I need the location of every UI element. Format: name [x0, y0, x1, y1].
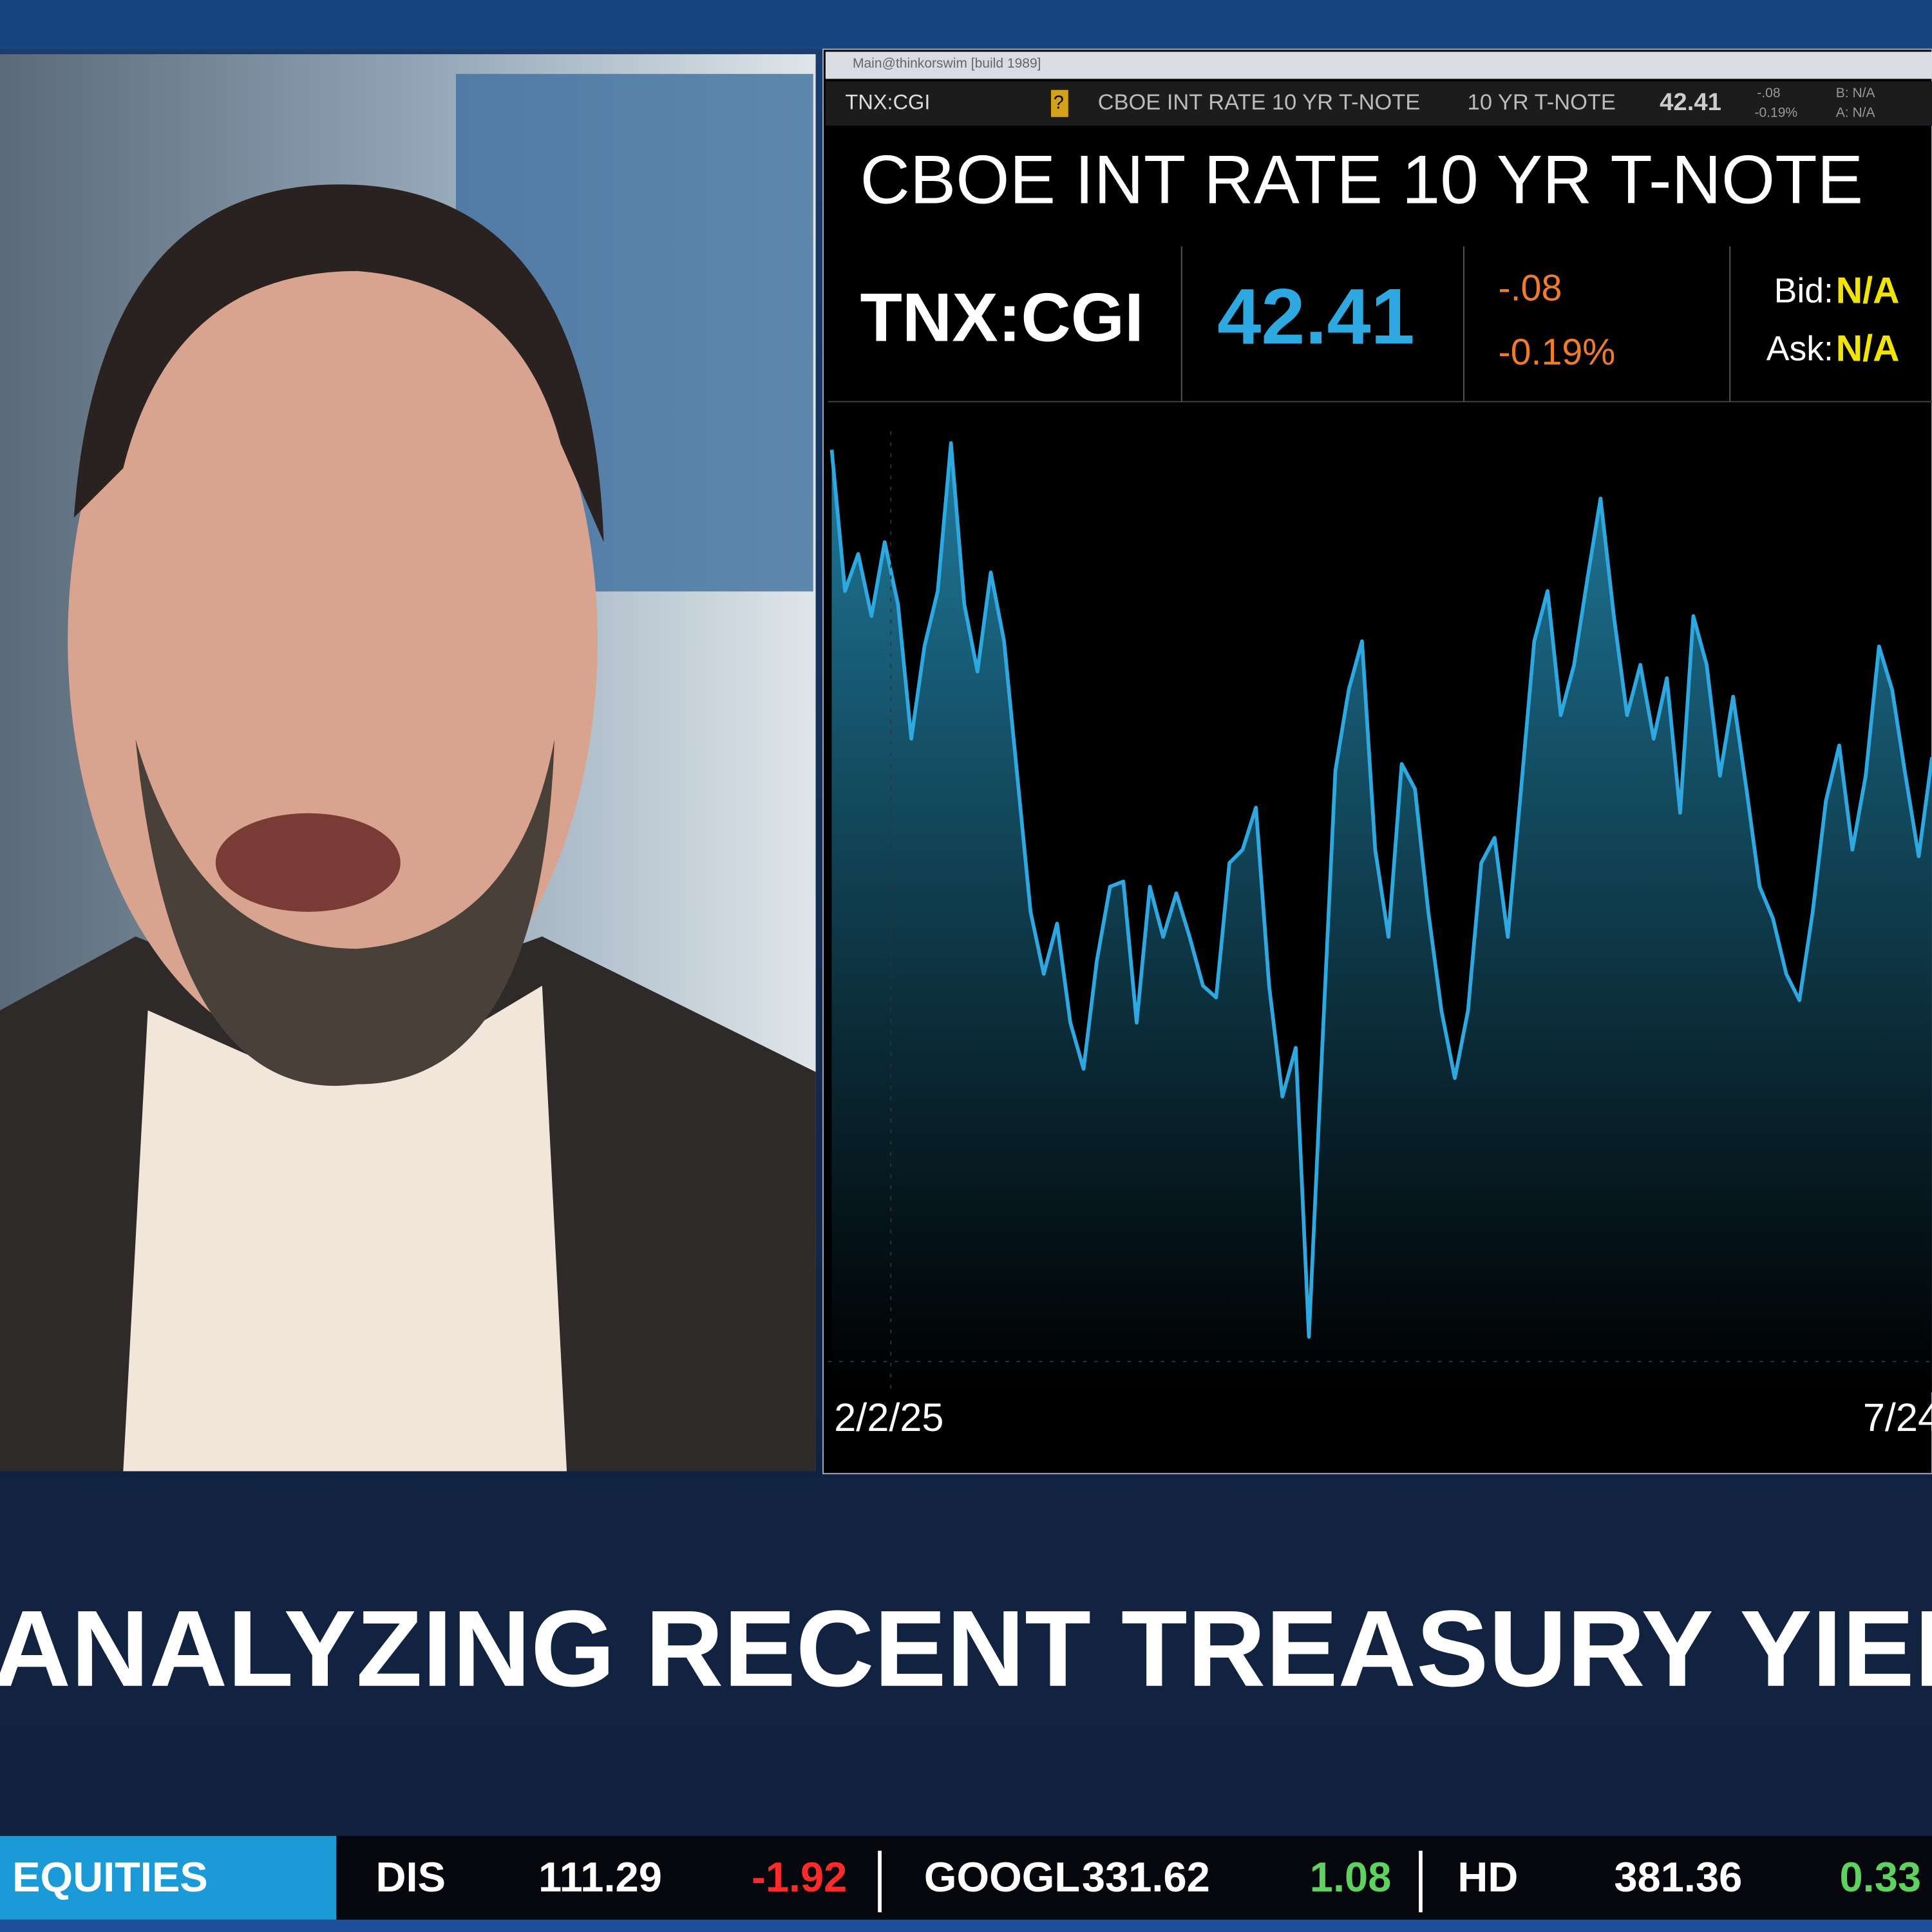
- ticker-label-box: [0, 1835, 337, 1920]
- bottom-band: [0, 1919, 1932, 1932]
- quote-percent: -0.19%: [1499, 332, 1616, 373]
- toolbar: [825, 81, 1932, 126]
- ticker-change: 1.08: [1310, 1853, 1392, 1900]
- bid-label: Bid:: [1774, 272, 1833, 310]
- lower-third: [0, 1478, 1932, 1836]
- toolbar-flag: ?: [1054, 92, 1064, 113]
- face: [68, 222, 598, 1060]
- toolbar-change: -.08: [1757, 86, 1780, 100]
- ticker-label: EQUITIES: [12, 1853, 208, 1900]
- headline: ANALYZING RECENT TREASURY YIELD M: [0, 1588, 1932, 1709]
- ticker-items: DIS 111.29 -1.92 GOOGL 331.62 1.08 HD 381.36 0.3…: [376, 1850, 1922, 1913]
- price-chart: [829, 441, 1932, 1392]
- ticker-symbol: DIS: [376, 1853, 446, 1900]
- window-titlebar: [825, 52, 1932, 79]
- toolbar-bid: B: N/A: [1836, 86, 1875, 100]
- quote-symbol: TNX:CGI: [860, 279, 1143, 356]
- quote-title: CBOE INT RATE 10 YR T-NOTE: [860, 140, 1863, 218]
- x-label: 2/2/25: [834, 1396, 943, 1439]
- ticker-change: 0.33: [1840, 1853, 1922, 1900]
- bid-value: N/A: [1836, 270, 1900, 312]
- area-fill: [831, 443, 1932, 1392]
- ticker-price: 331.62: [1082, 1853, 1210, 1900]
- price-line: [829, 441, 1932, 1339]
- ticker-change: -1.92: [752, 1853, 847, 1900]
- toolbar-short-name: 10 YR T-NOTE: [1468, 90, 1616, 115]
- ask-value: N/A: [1836, 328, 1900, 369]
- window-title: Main@thinkorswim [build 1989]: [853, 56, 1041, 71]
- ticker-price: 111.29: [538, 1853, 662, 1900]
- ask-label: Ask:: [1766, 330, 1833, 368]
- toolbar-ask: A: N/A: [1836, 106, 1875, 120]
- toolbar-last: 42.41: [1660, 88, 1721, 116]
- toolbar-percent: -0.19%: [1754, 106, 1797, 120]
- video-feed: [0, 54, 816, 1472]
- ticker-price: 381.36: [1614, 1853, 1742, 1900]
- mouth: [215, 813, 401, 912]
- quote-change: -.08: [1499, 268, 1562, 309]
- flag-box: [1051, 90, 1068, 117]
- x-label: 7/24: [1863, 1396, 1932, 1439]
- quote-last: 42.41: [1217, 272, 1414, 361]
- hair: [73, 184, 604, 542]
- toolbar-name: CBOE INT RATE 10 YR T-NOTE: [1098, 90, 1421, 115]
- ticker-symbol: HD: [1457, 1853, 1518, 1900]
- ticker-symbol: GOOGL: [924, 1853, 1080, 1900]
- toolbar-symbol[interactable]: TNX:CGI: [845, 90, 930, 113]
- beard: [135, 739, 554, 1086]
- top-band: [0, 0, 1932, 50]
- shirt: [123, 985, 567, 1472]
